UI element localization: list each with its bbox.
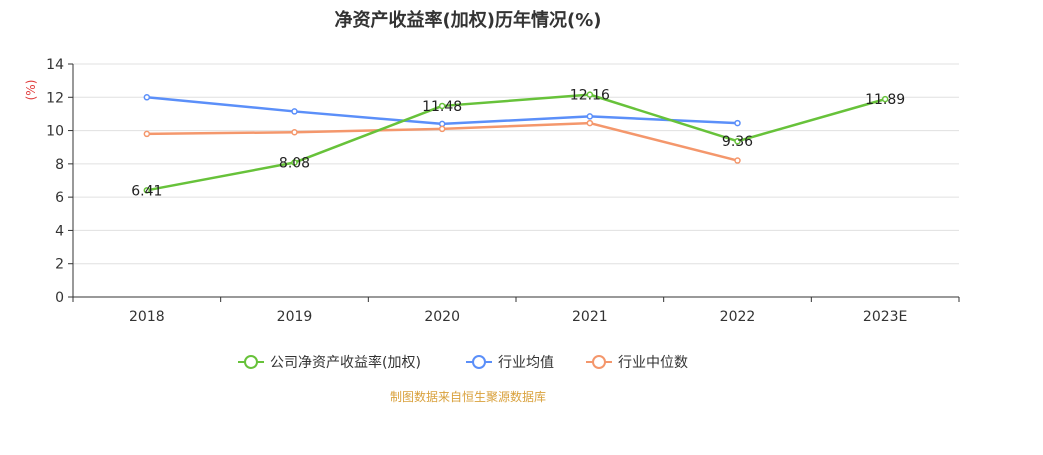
legend-label-2: 行业中位数 (618, 355, 688, 371)
x-tick-label-2022: 2022 (720, 309, 756, 325)
source-note: 制图数据来自恒生聚源数据库 (390, 389, 546, 404)
series-group (143, 91, 889, 194)
y-tick-label-8: 8 (55, 157, 64, 173)
data-label-2022: 9.36 (722, 134, 753, 150)
legend-label-1: 行业均值 (498, 355, 554, 371)
data-label-2023E: 11.89 (865, 92, 905, 108)
series-1-point-2018 (143, 94, 151, 101)
legend-swatch-marker-0 (244, 355, 258, 369)
series-2-point-2021 (586, 119, 594, 127)
legend-item-2[interactable]: 行业中位数 (586, 355, 688, 371)
y-tick-label-10: 10 (46, 124, 64, 140)
x-tick-label-2023E: 2023E (863, 309, 907, 325)
x-tick-label-2021: 2021 (572, 309, 608, 325)
x-tick-label-2019: 2019 (277, 309, 313, 325)
legend-swatch-marker-1 (472, 355, 486, 369)
x-tick-label-2020: 2020 (424, 309, 460, 325)
series-0-point-2021 (586, 91, 594, 98)
y-tick-label-4: 4 (55, 223, 64, 239)
series-1-point-2021 (586, 113, 594, 120)
y-tick-label-14: 14 (46, 57, 64, 73)
x-tick-label-2018: 2018 (129, 309, 165, 325)
y-tick-label-0: 0 (55, 290, 64, 306)
series-0-point-2023E (881, 95, 889, 103)
data-label-2018: 6.41 (131, 183, 162, 199)
legend-item-1[interactable]: 行业均值 (466, 355, 554, 371)
series-2-point-2020 (438, 125, 446, 133)
y-axis-unit-label: (%) (24, 80, 38, 101)
series-0-line (146, 93, 886, 192)
legend-label-0: 公司净资产收益率(加权) (270, 354, 421, 371)
series-0-point-2020 (438, 102, 446, 110)
data-label-2020: 11.48 (422, 99, 462, 115)
legend-item-0[interactable]: 公司净资产收益率(加权) (238, 354, 421, 371)
series-0-point-2022 (734, 137, 741, 145)
y-tick-label-12: 12 (46, 90, 64, 106)
chart-title: 净资产收益率(加权)历年情况(%) (335, 9, 602, 31)
legend[interactable]: 公司净资产收益率(加权) 行业均值 行业中位数 (238, 354, 688, 371)
data-labels: 6.41 8.08 11.48 12.16 9.36 11.89 (131, 88, 905, 200)
series-2-point-2022 (734, 157, 741, 164)
series-2-point-2019 (291, 128, 298, 136)
y-tick-label-6: 6 (55, 190, 64, 206)
data-label-2019: 8.08 (279, 156, 310, 172)
y-tick-label-2: 2 (55, 257, 64, 273)
series-0-point-2018 (143, 187, 151, 194)
series-2-point-2018 (143, 130, 151, 138)
axes: 0 2 4 6 8 10 12 14 2018 2019 2020 2021 2022 2023E (46, 57, 960, 325)
series-0-point-2019 (291, 159, 298, 166)
legend-swatch-marker-2 (592, 355, 606, 369)
series-1-point-2019 (291, 108, 298, 115)
grid-lines (73, 63, 959, 265)
data-label-2021: 12.16 (570, 88, 610, 104)
series-1-point-2022 (734, 119, 741, 127)
